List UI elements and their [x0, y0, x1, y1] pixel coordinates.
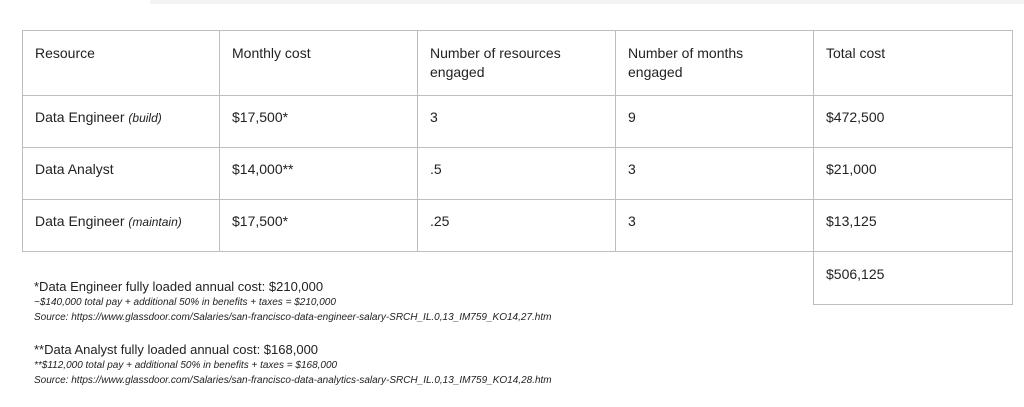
top-divider-strip	[150, 0, 1024, 4]
footnote-title: **Data Analyst fully loaded annual cost:…	[34, 342, 319, 357]
footnote-title: *Data Engineer fully loaded annual cost:…	[34, 279, 324, 294]
header-monthly-cost: Monthly cost	[219, 30, 418, 96]
header-resource: Resource	[22, 30, 220, 96]
resource-name: Data Engineer	[35, 213, 125, 229]
footnote-data-engineer: *Data Engineer fully loaded annual cost:…	[34, 278, 794, 325]
resource-qualifier: (maintain)	[128, 215, 182, 229]
header-number-of-resources: Number of resources engaged	[417, 30, 616, 96]
cell-resources: .5	[417, 147, 616, 200]
cell-resource: Data Engineer (maintain)	[22, 199, 220, 252]
footnote-data-analyst: **Data Analyst fully loaded annual cost:…	[34, 341, 794, 388]
table-row: Data Engineer (build) $17,500* 3 9 $472,…	[22, 95, 1013, 148]
table-header-row: Resource Monthly cost Number of resource…	[22, 30, 1013, 96]
cell-total: $472,500	[813, 95, 1013, 148]
resource-name: Data Engineer	[35, 109, 125, 125]
table-row: Data Engineer (maintain) $17,500* .25 3 …	[22, 199, 1013, 252]
resource-name: Data Analyst	[35, 161, 114, 177]
cost-table: Resource Monthly cost Number of resource…	[22, 30, 1013, 305]
cell-months: 9	[615, 95, 814, 148]
cell-resources: 3	[417, 95, 616, 148]
cell-monthly-cost: $17,500*	[219, 95, 418, 148]
footnote-detail: ~$140,000 total pay + additional 50% in …	[34, 297, 336, 308]
resource-qualifier: (build)	[128, 111, 162, 125]
footnote-source: Source: https://www.glassdoor.com/Salari…	[34, 375, 552, 386]
cell-monthly-cost: $14,000**	[219, 147, 418, 200]
cell-total: $21,000	[813, 147, 1013, 200]
cell-resource: Data Engineer (build)	[22, 95, 220, 148]
cell-months: 3	[615, 199, 814, 252]
cell-resource: Data Analyst	[22, 147, 220, 200]
footnote-detail: **$112,000 total pay + additional 50% in…	[34, 360, 338, 371]
cell-resources: .25	[417, 199, 616, 252]
footnotes: *Data Engineer fully loaded annual cost:…	[34, 278, 794, 404]
grand-total-row: $506,125	[23, 251, 1013, 305]
footnote-source: Source: https://www.glassdoor.com/Salari…	[34, 312, 552, 323]
table-row: Data Analyst $14,000** .5 3 $21,000	[22, 147, 1013, 200]
cell-monthly-cost: $17,500*	[219, 199, 418, 252]
cell-months: 3	[615, 147, 814, 200]
grand-total: $506,125	[813, 251, 1013, 305]
header-total-cost: Total cost	[813, 30, 1013, 96]
header-number-of-months: Number of months engaged	[615, 30, 814, 96]
cell-total: $13,125	[813, 199, 1013, 252]
